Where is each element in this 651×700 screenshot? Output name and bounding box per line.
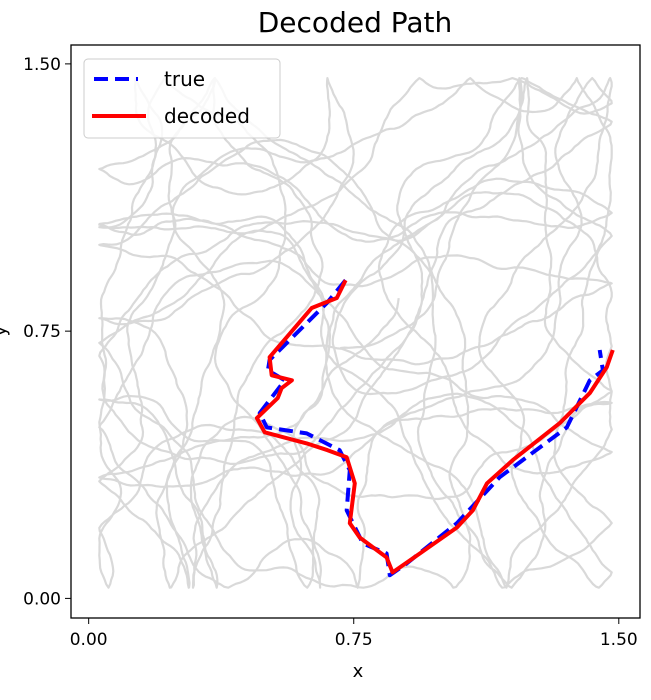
y-tick-label: 0.00 <box>23 589 61 609</box>
x-tick-label: 0.00 <box>70 630 108 650</box>
legend-box <box>83 58 281 139</box>
legend: true decoded <box>83 58 281 139</box>
legend-label-true: true <box>164 67 205 91</box>
series-line-true <box>257 278 605 578</box>
series-line-decoded <box>254 279 615 575</box>
x-axis-label: x <box>353 661 364 682</box>
chart-title: Decoded Path <box>258 6 453 39</box>
x-tick-label: 0.75 <box>335 630 373 650</box>
background-trajectory <box>98 76 613 589</box>
background-path-line <box>98 76 613 589</box>
legend-label-decoded: decoded <box>164 104 250 128</box>
y-axis-label: y <box>0 325 11 336</box>
series-group <box>254 278 615 578</box>
ticks: 0.00 0.75 1.50 0.00 0.75 1.50 <box>23 55 638 650</box>
y-tick-label: 0.75 <box>23 322 61 342</box>
x-tick-label: 1.50 <box>600 630 638 650</box>
y-tick-label: 1.50 <box>23 55 61 75</box>
